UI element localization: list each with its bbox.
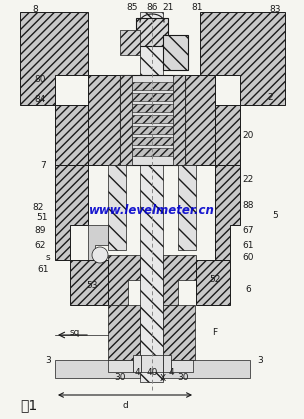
Bar <box>163 305 195 360</box>
Bar <box>132 82 173 90</box>
Circle shape <box>92 247 108 263</box>
Bar <box>163 35 188 70</box>
Text: 82: 82 <box>32 202 44 212</box>
Text: 6: 6 <box>245 285 251 295</box>
Polygon shape <box>88 225 108 260</box>
Polygon shape <box>215 165 240 260</box>
Text: 3: 3 <box>45 355 51 365</box>
Bar <box>108 360 133 372</box>
Text: 22: 22 <box>242 176 254 184</box>
Text: 21: 21 <box>162 3 174 13</box>
Text: 7: 7 <box>40 160 46 170</box>
Text: 52: 52 <box>209 276 221 285</box>
Text: 2: 2 <box>267 93 273 101</box>
Text: 80: 80 <box>34 75 46 85</box>
Bar <box>120 75 132 165</box>
Bar <box>132 137 173 145</box>
Bar <box>140 12 163 382</box>
Text: 86: 86 <box>146 3 158 13</box>
Bar <box>173 75 185 165</box>
Bar <box>132 126 173 134</box>
Text: 61: 61 <box>37 266 49 274</box>
Polygon shape <box>163 255 196 305</box>
Text: s: s <box>46 253 50 262</box>
Text: 4: 4 <box>168 367 174 377</box>
Text: 60: 60 <box>242 253 254 262</box>
Polygon shape <box>20 12 88 105</box>
Text: X: X <box>160 373 166 383</box>
Polygon shape <box>215 105 240 165</box>
Bar <box>178 165 196 250</box>
Polygon shape <box>55 105 88 165</box>
Text: sq: sq <box>70 328 80 336</box>
Polygon shape <box>88 75 120 165</box>
Polygon shape <box>70 260 108 305</box>
Text: 85: 85 <box>126 3 138 13</box>
Text: 40: 40 <box>146 367 158 377</box>
Bar <box>163 360 250 378</box>
Text: 81: 81 <box>191 3 203 13</box>
Text: F: F <box>212 328 218 336</box>
Text: 3: 3 <box>257 355 263 365</box>
Text: 83: 83 <box>269 5 281 15</box>
Bar <box>171 360 193 372</box>
Polygon shape <box>200 12 285 105</box>
Text: 图1: 图1 <box>20 398 37 412</box>
Polygon shape <box>108 255 140 305</box>
Text: 62: 62 <box>34 241 46 249</box>
Bar <box>141 355 163 372</box>
Bar <box>132 104 173 112</box>
Bar <box>132 115 173 123</box>
Text: 61: 61 <box>242 241 254 249</box>
Text: 20: 20 <box>242 130 254 140</box>
Text: 30: 30 <box>177 372 189 382</box>
Bar <box>163 355 171 372</box>
Polygon shape <box>185 75 215 165</box>
Text: 51: 51 <box>36 214 48 222</box>
Text: 89: 89 <box>34 225 46 235</box>
Bar <box>132 148 173 156</box>
Bar <box>120 75 185 165</box>
Text: 84: 84 <box>34 96 46 104</box>
Text: d: d <box>122 401 128 409</box>
Polygon shape <box>120 30 140 55</box>
Bar <box>108 165 126 250</box>
Text: 4: 4 <box>134 367 140 377</box>
Text: 53: 53 <box>86 280 98 290</box>
Text: 30: 30 <box>114 372 126 382</box>
Bar <box>136 18 168 46</box>
Bar <box>132 93 173 101</box>
Text: 88: 88 <box>242 201 254 210</box>
Text: 67: 67 <box>242 225 254 235</box>
Text: www.levelmeter.cn: www.levelmeter.cn <box>89 204 215 217</box>
Text: 8: 8 <box>32 5 38 15</box>
Bar <box>55 360 140 378</box>
Polygon shape <box>196 260 230 305</box>
Text: 5: 5 <box>272 210 278 220</box>
Bar <box>133 355 141 372</box>
Polygon shape <box>55 165 88 260</box>
Bar <box>108 305 140 360</box>
